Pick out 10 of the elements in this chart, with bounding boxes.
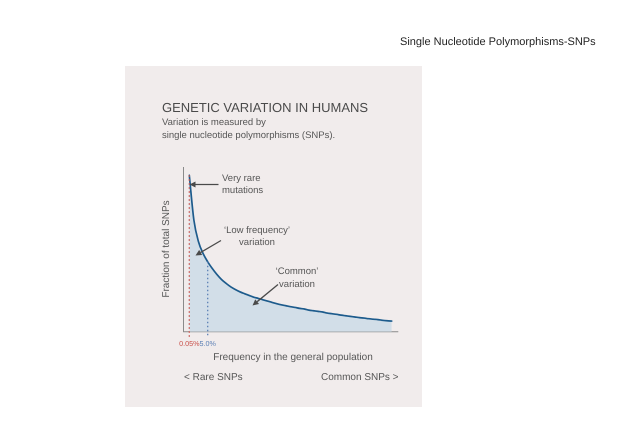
chart-subtitle: Variation is measured by single nucleotide polymorphisms (SNPs). — [162, 116, 336, 143]
annotation: ‘Low frequency’ variation — [222, 225, 291, 248]
y-axis-title: Fraction of total SNPs — [161, 200, 173, 298]
text: Single Nucleotide Polymorphisms-SNPs — [400, 36, 596, 49]
text: < Rare SNPs — [184, 371, 243, 384]
chart-title: GENETIC VARIATION IN HUMANS — [162, 100, 368, 115]
text: Common SNPs > — [320, 371, 398, 384]
annotation: ‘Common’ variation — [274, 265, 320, 291]
annotation: Very rare mutations — [222, 172, 264, 198]
x-axis-title: Frequency in the general population — [213, 352, 373, 364]
